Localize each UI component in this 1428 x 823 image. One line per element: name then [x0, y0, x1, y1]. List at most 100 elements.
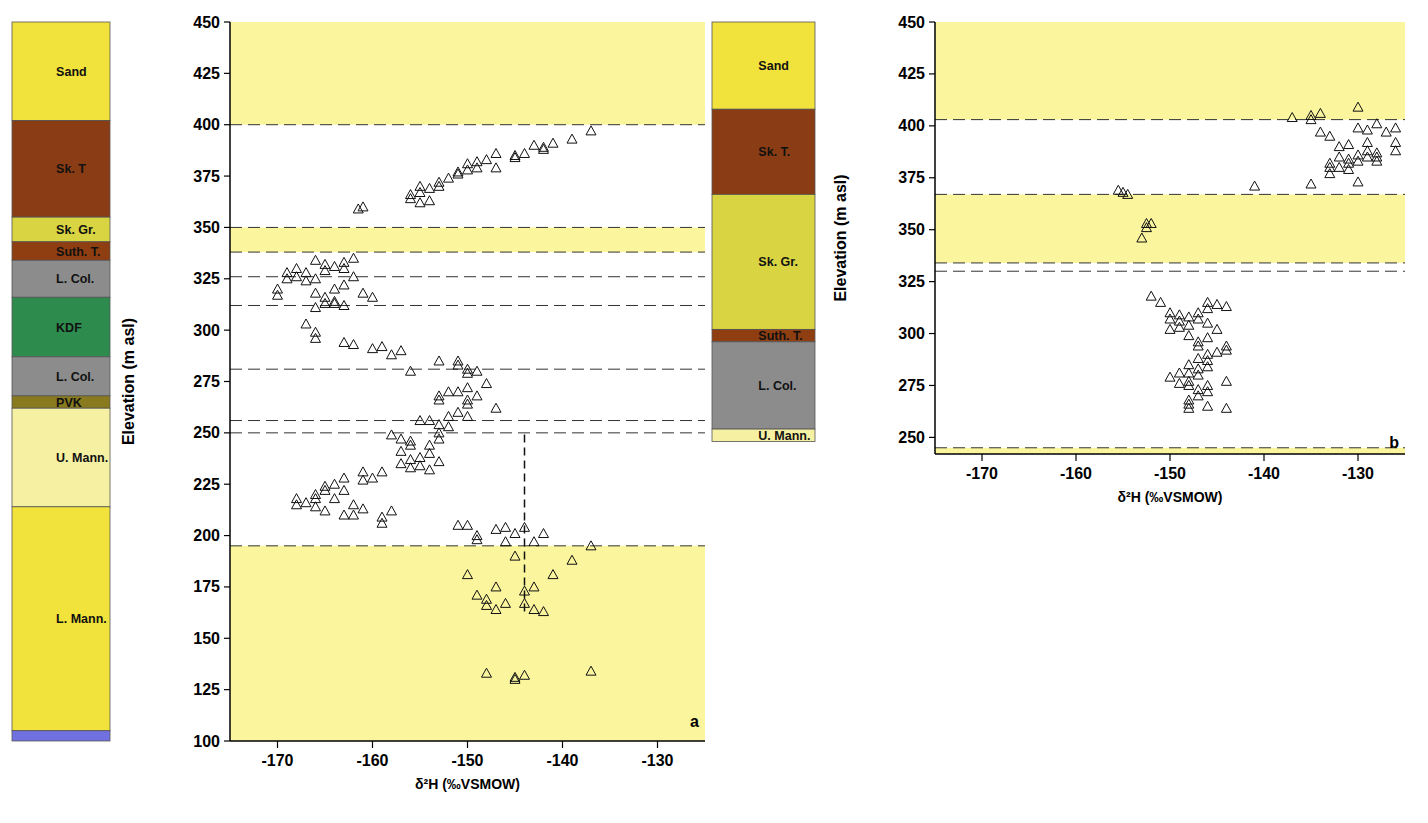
- data-point: [425, 183, 435, 192]
- data-point: [1193, 314, 1203, 323]
- data-point: [311, 494, 321, 503]
- data-point: [1203, 387, 1213, 396]
- data-point: [1315, 108, 1325, 117]
- x-axis-title: δ²H (‰VSMOW): [415, 776, 520, 792]
- data-point: [1362, 146, 1372, 155]
- data-point: [320, 292, 330, 301]
- data-point: [1193, 341, 1203, 350]
- data-point: [444, 422, 454, 431]
- data-point: [1184, 380, 1194, 389]
- data-point: [330, 284, 340, 293]
- strat-unit: [12, 297, 110, 357]
- data-point: [482, 155, 492, 164]
- y-tick: [224, 484, 230, 485]
- x-tick-label: -130: [1342, 465, 1374, 482]
- data-point: [349, 500, 359, 509]
- data-point: [1372, 156, 1382, 165]
- x-tick-label: -160: [1060, 465, 1092, 482]
- data-point: [453, 407, 463, 416]
- data-point: [330, 479, 340, 488]
- boundary-line: [230, 124, 705, 125]
- strat-column: SandSk. T.Sk. Gr.Suth. T.L. Col.U. Mann.: [712, 22, 815, 443]
- data-point: [1123, 189, 1133, 198]
- data-point: [1306, 179, 1316, 188]
- data-point: [586, 541, 596, 550]
- data-point: [1325, 131, 1335, 140]
- data-point: [510, 153, 520, 162]
- data-point: [1193, 391, 1203, 400]
- data-point: [377, 512, 387, 521]
- y-axis-line: [934, 22, 936, 454]
- data-point: [1203, 356, 1213, 365]
- y-tick: [929, 333, 935, 334]
- x-tick: [1075, 454, 1076, 461]
- data-point: [434, 181, 444, 190]
- data-point: [501, 598, 511, 607]
- data-point: [415, 198, 425, 207]
- data-point: [539, 607, 549, 616]
- data-point: [1203, 333, 1213, 342]
- data-point: [339, 264, 349, 273]
- strat-label: U. Mann.: [56, 451, 108, 465]
- data-point: [472, 157, 482, 166]
- data-point: [1193, 385, 1203, 394]
- data-point: [387, 506, 397, 515]
- data-point: [396, 446, 406, 455]
- x-tick-label: -150: [451, 752, 483, 769]
- data-point: [406, 440, 416, 449]
- strat-unit: [12, 22, 110, 121]
- data-point: [1221, 302, 1231, 311]
- data-point: [1174, 378, 1184, 387]
- data-point: [1334, 162, 1344, 171]
- y-tick-label: 375: [898, 169, 925, 186]
- boundary-line: [230, 227, 705, 228]
- data-point: [1165, 324, 1175, 333]
- y-tick-label: 100: [193, 733, 220, 750]
- data-point: [330, 261, 340, 270]
- data-point: [368, 344, 378, 353]
- boundary-line: [935, 194, 1405, 195]
- data-point: [472, 366, 482, 375]
- data-point: [1184, 312, 1194, 321]
- data-point: [292, 500, 302, 509]
- data-point: [339, 337, 349, 346]
- y-tick: [929, 73, 935, 74]
- strat-label: L. Mann.: [56, 612, 107, 626]
- data-point: [463, 368, 473, 377]
- panel-letter: a: [690, 713, 699, 730]
- data-point: [1203, 401, 1213, 410]
- boundary-line: [935, 271, 1405, 272]
- data-point: [1156, 297, 1166, 306]
- data-point: [463, 570, 473, 579]
- data-point: [396, 459, 406, 468]
- data-point: [1325, 169, 1335, 178]
- y-tick-label: 325: [898, 273, 925, 290]
- data-point: [1174, 368, 1184, 377]
- aquifer-band: [935, 194, 1405, 263]
- data-point: [330, 494, 340, 503]
- data-point: [1250, 181, 1260, 190]
- data-point: [349, 510, 359, 519]
- data-point: [1184, 360, 1194, 369]
- data-point: [358, 202, 368, 211]
- aquifer-band: [230, 22, 705, 125]
- data-point: [368, 473, 378, 482]
- strat-label: KDF: [56, 321, 82, 335]
- data-point: [387, 350, 397, 359]
- y-tick: [224, 227, 230, 228]
- boundary-line: [935, 119, 1405, 120]
- data-point: [434, 457, 444, 466]
- data-point: [292, 272, 302, 281]
- y-tick-label: 350: [193, 219, 220, 236]
- data-point: [425, 448, 435, 457]
- boundary-line: [230, 305, 705, 306]
- data-point: [482, 379, 492, 388]
- data-point: [1146, 291, 1156, 300]
- data-point: [339, 485, 349, 494]
- y-tick: [224, 21, 230, 22]
- data-point: [311, 333, 321, 342]
- data-point: [273, 284, 283, 293]
- data-point: [1193, 370, 1203, 379]
- data-point: [1165, 308, 1175, 317]
- data-point: [301, 498, 311, 507]
